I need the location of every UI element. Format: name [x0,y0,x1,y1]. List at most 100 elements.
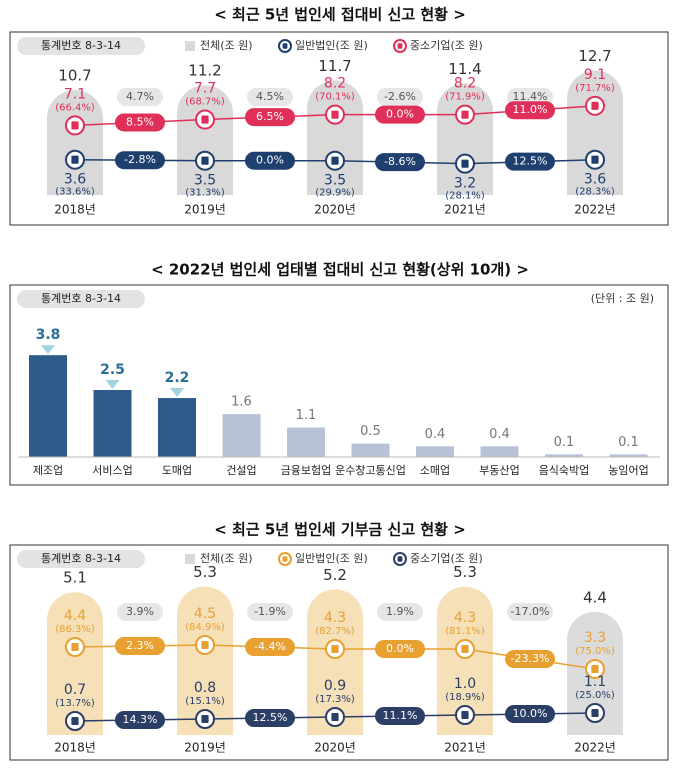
total-growth-label: 1.9% [386,605,414,618]
series-growth-box [375,105,425,124]
x-tick-label: 음식숙박업 [539,464,590,477]
series-growth-label: 0.0% [386,642,414,655]
bar-value: 0.5 [360,424,381,439]
total-value: 10.7 [58,67,91,85]
series-growth-box [115,637,165,655]
series-growth-label: 6.5% [256,110,284,123]
total-value: 5.3 [193,563,217,581]
series-value: 1.1 [584,674,606,690]
series-value: 0.8 [194,680,216,696]
marker-icon [591,101,599,110]
series-share: (81.1%) [445,626,485,637]
series-value: 3.5 [194,173,216,189]
legend-swatch [185,554,195,564]
series-growth-box [375,707,425,725]
series-share: (66.4%) [55,102,95,113]
x-tick-label: 2018년 [54,741,96,755]
total-growth-label: -1.9% [254,605,286,618]
series-value: 9.1 [584,67,606,83]
series-share: (82.7%) [315,626,355,637]
x-tick-label: 농임어업 [608,464,648,477]
x-tick-label: 2018년 [54,203,96,217]
legend-label: 중소기업(조 원) [410,39,483,52]
series-growth-box [115,711,165,729]
total-growth-box [247,88,293,106]
bar-value: 1.1 [296,408,317,423]
marker-icon [591,155,599,164]
marker-icon [201,156,209,165]
pointer [105,380,120,389]
series-value: 4.3 [324,610,346,626]
series-growth-label: -2.8% [124,153,156,166]
source-box [17,550,145,568]
total-growth-label: -17.0% [511,605,550,618]
marker-icon [461,159,469,168]
legend-label: 전체(조 원) [200,39,253,52]
x-tick-label: 2019년 [184,741,226,755]
series-growth-box [245,108,295,127]
bar [480,446,519,457]
bar-value: 0.4 [489,427,510,442]
total-pill [437,83,493,195]
marker-icon [71,155,79,164]
total-value: 11.4 [448,60,481,78]
legend-label: 일반법인(조 원) [295,38,368,52]
series-value: 3.6 [584,172,606,188]
marker-icon [397,556,403,562]
series-growth-box [505,101,555,120]
series-growth-label: 11.0% [513,103,548,116]
source: 통계번호 8-3-14 [41,292,121,305]
x-tick-label: 소매업 [420,464,450,477]
series-growth-box [115,151,165,170]
bar [222,414,261,457]
bar-value: 0.4 [425,427,446,442]
total-value: 4.4 [583,588,607,606]
series-share: (29.9%) [315,188,355,199]
x-tick-label: 2022년 [574,741,616,755]
series-value: 1.0 [454,676,476,692]
marker-icon [591,664,599,674]
chart-title: < 최근 5년 법인세 기부금 신고 현황 > [214,521,466,539]
bar-value: 2.5 [100,362,125,378]
total-value: 12.7 [578,47,611,65]
series-growth-box [505,152,555,171]
series-share: (25.0%) [575,690,615,701]
series-growth-label: -4.4% [254,640,286,653]
series-share: (33.6%) [55,187,95,198]
series-growth-box [505,705,555,723]
x-tick-label: 도매업 [162,464,192,477]
series-growth-box [245,151,295,170]
legend-label: 전체(조 원) [200,552,253,565]
series-share: (15.1%) [185,696,225,707]
bar-value: 0.1 [618,435,639,450]
total-growth-box [247,603,293,621]
marker-icon [331,644,339,654]
total-value: 5.2 [323,566,347,584]
series-growth-box [245,709,295,727]
series-growth-box [505,650,555,668]
x-tick-label: 2021년 [444,741,486,755]
total-pill [307,589,363,735]
series-share: (17.3%) [315,694,355,705]
bar [29,355,67,457]
series-growth-label: 8.5% [126,115,154,128]
series-share: (31.3%) [185,188,225,199]
series-value: 0.9 [324,678,346,694]
series-value: 4.5 [194,606,216,622]
marker-icon [201,714,209,724]
total-pill [567,70,623,195]
legend-label: 중소기업(조 원) [410,552,483,565]
bar-value: 3.8 [36,327,61,343]
bar [545,454,583,457]
series-growth-label: 11.1% [383,709,418,722]
x-tick-label: 2020년 [314,741,356,755]
series-share: (71.9%) [445,92,485,103]
series-value: 4.4 [64,608,86,624]
series-share: (68.7%) [185,97,225,108]
series-value: 7.7 [194,81,216,97]
x-tick-label: 서비스업 [92,464,132,477]
total-value: 11.2 [188,62,221,80]
total-growth-label: -2.6% [384,90,416,103]
series-share: (84.9%) [185,622,225,633]
x-tick-label: 2020년 [314,203,356,217]
